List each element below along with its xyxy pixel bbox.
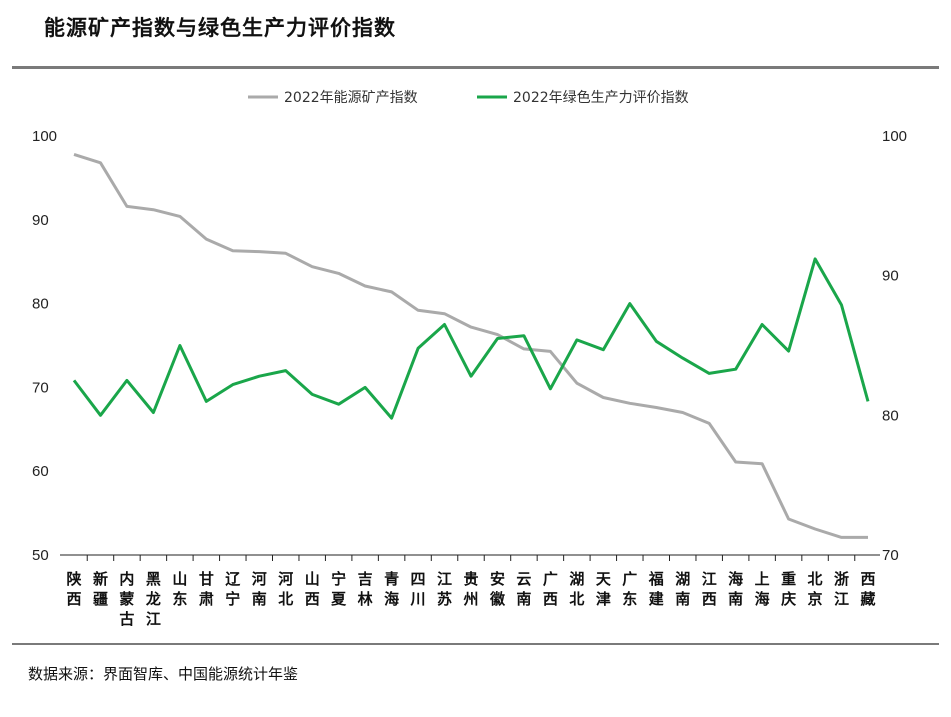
y-left-tick-label: 70 <box>32 379 49 396</box>
category-label: 甘肃 <box>199 570 214 608</box>
category-label: 山西 <box>305 570 320 608</box>
x-axis-ticks <box>86 555 856 561</box>
category-label: 江苏 <box>437 570 452 608</box>
legend: 2022年能源矿产指数 2022年绿色生产力评价指数 <box>248 89 689 106</box>
y-right-tick-label: 80 <box>882 407 899 424</box>
category-label: 北京 <box>808 570 823 608</box>
category-label: 广西 <box>543 570 558 608</box>
top-divider <box>12 66 939 69</box>
legend-label-series2: 2022年绿色生产力评价指数 <box>513 89 689 106</box>
category-label: 湖北 <box>569 570 584 608</box>
category-label: 贵州 <box>462 570 478 608</box>
legend-label-series1: 2022年能源矿产指数 <box>284 90 418 106</box>
category-label: 云南 <box>516 570 531 608</box>
category-labels: 陕西新疆内蒙古黑龙江山东甘肃辽宁河南河北山西宁夏吉林青海四川江苏贵州安徽云南广西… <box>66 570 875 628</box>
category-label: 浙江 <box>834 570 849 608</box>
category-label: 陕西 <box>66 570 81 608</box>
category-label: 上海 <box>755 570 770 608</box>
category-label: 重庆 <box>781 570 796 608</box>
category-label: 西藏 <box>860 570 875 608</box>
y-left-tick-label: 50 <box>32 547 49 564</box>
category-label: 河北 <box>278 570 293 608</box>
category-label: 吉林 <box>358 570 374 608</box>
category-label: 天津 <box>596 570 612 608</box>
chart-area: 2022年能源矿产指数 2022年绿色生产力评价指数 50 60 70 80 90 100… <box>32 89 907 628</box>
series-line-1 <box>73 152 868 539</box>
category-label: 湖南 <box>675 570 690 608</box>
category-label: 海南 <box>728 570 743 608</box>
category-label: 福建 <box>648 570 665 608</box>
category-label: 青海 <box>384 570 399 608</box>
y-left-tick-label: 90 <box>32 212 49 229</box>
category-label: 辽宁 <box>225 570 240 608</box>
chart-title: 能源矿产指数与绿色生产力评价指数 <box>44 16 396 40</box>
category-label: 黑龙江 <box>145 570 161 628</box>
category-label: 新疆 <box>93 570 108 608</box>
series-line-2 <box>72 257 870 420</box>
y-right-tick-label: 70 <box>882 547 899 564</box>
y-right-tick-label: 100 <box>882 128 907 145</box>
bottom-divider <box>12 643 939 645</box>
category-label: 江西 <box>702 570 717 608</box>
y-right-tick-label: 90 <box>882 268 899 285</box>
category-label: 安徽 <box>489 570 506 608</box>
y-left-tick-label: 80 <box>32 296 49 313</box>
y-left-tick-label: 60 <box>32 463 49 480</box>
category-label: 内蒙古 <box>119 570 134 628</box>
data-source: 数据来源：界面智库、中国能源统计年鉴 <box>28 665 299 683</box>
category-label: 宁夏 <box>330 570 347 608</box>
y-axis-left-ticks: 50 60 70 80 90 100 <box>32 128 57 564</box>
category-label: 河南 <box>252 570 267 608</box>
category-label: 四川 <box>410 570 426 608</box>
category-label: 山东 <box>172 570 187 608</box>
category-label: 广东 <box>622 570 637 608</box>
y-axis-right-ticks: 70 80 90 100 <box>882 128 907 564</box>
y-left-tick-label: 100 <box>32 128 57 145</box>
series-lines <box>72 152 870 539</box>
